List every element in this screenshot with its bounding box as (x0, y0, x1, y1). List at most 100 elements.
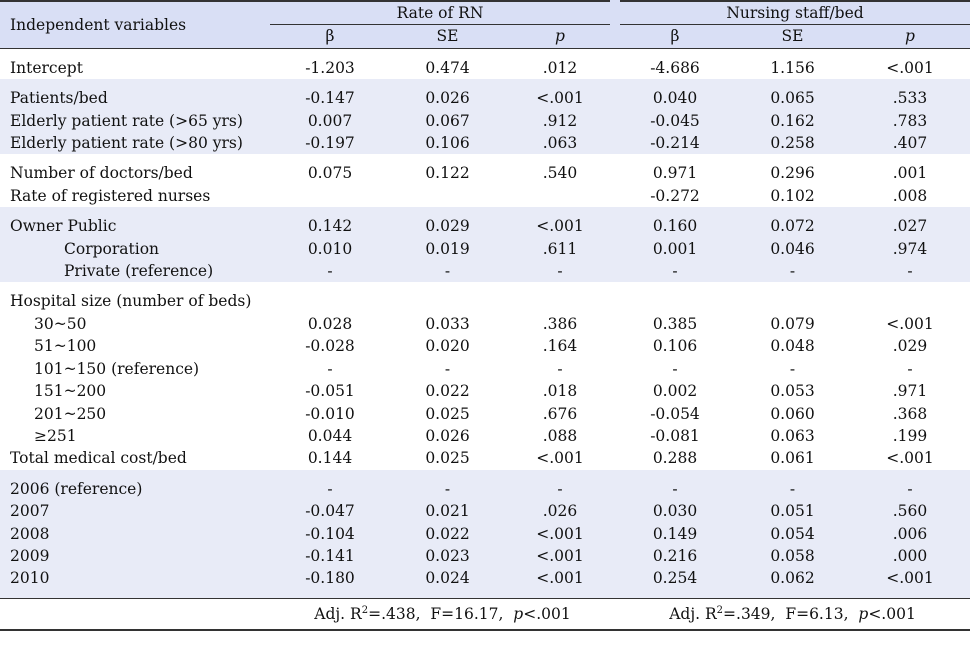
ns-beta-cell: 0.106 (652, 337, 698, 356)
table-row: 201~250 -0.010 0.025 .676 -0.054 0.060 .368 (0, 403, 970, 425)
group-spacer (0, 79, 970, 88)
rn-p-cell: <.001 (536, 546, 584, 565)
rn-se-cell: - (444, 359, 451, 378)
row-label: Elderly patient rate (>65 yrs) (10, 111, 243, 130)
table-row: Owner Public 0.142 0.029 <.001 0.160 0.072 .02… (0, 215, 970, 238)
ns-beta-cell: 0.385 (652, 314, 698, 333)
ns-beta-cell: - (672, 479, 678, 498)
table-row: Total medical cost/bed 0.144 0.025 <.001 0.2… (0, 447, 970, 469)
table-row: 51~100 -0.028 0.020 .164 0.106 0.048 .029 (0, 335, 970, 357)
rn-p-cell: .018 (542, 382, 578, 401)
ns-se-cell: - (789, 479, 796, 498)
row-label: Patients/bed (10, 89, 108, 108)
rn-p-cell: <.001 (536, 89, 584, 108)
ns-beta-cell: 0.216 (652, 546, 698, 565)
rn-p-header: p (505, 24, 615, 49)
ns-se-cell: 0.102 (770, 186, 815, 205)
rn-se-cell: 0.022 (425, 524, 470, 543)
rn-se-cell (390, 290, 505, 312)
ns-p-cell: .000 (892, 546, 928, 565)
row-label: 30~50 (34, 314, 87, 333)
rn-se-cell: 0.025 (425, 449, 470, 468)
ns-se-cell (735, 290, 850, 312)
row-label: Number of doctors/bed (10, 164, 193, 183)
table-row: Intercept -1.203 0.474 .012 -4.686 1.156 <.001 (0, 57, 970, 79)
rn-p-cell: .611 (542, 239, 578, 258)
rn-beta-cell: -0.104 (305, 524, 355, 543)
ns-beta-cell: 0.160 (652, 217, 698, 236)
ns-beta-cell: 0.288 (652, 449, 698, 468)
rn-se-cell: 0.020 (425, 337, 470, 356)
ns-p-cell: .971 (892, 382, 928, 401)
table-row: ≥251 0.044 0.026 .088 -0.081 0.063 .199 (0, 425, 970, 447)
rn-se-cell (390, 185, 505, 207)
regression-table: Independent variables Rate of RN Nursing… (0, 0, 970, 631)
ns-beta-cell: 0.040 (652, 89, 698, 108)
ns-se-cell: 0.061 (770, 449, 815, 468)
table-row: Rate of registered nurses -0.272 0.102 .008 (0, 185, 970, 207)
row-label: ≥251 (34, 426, 77, 445)
rn-se-cell: - (444, 479, 451, 498)
rn-se-cell: 0.021 (425, 502, 470, 521)
rn-p-cell: <.001 (536, 524, 584, 543)
ns-se-cell: 0.054 (770, 524, 815, 543)
model-fit-row: Adj. R2=.438, F=16.17, p<.001 Adj. R2=.3… (0, 598, 970, 631)
rn-beta-cell: -0.028 (305, 337, 355, 356)
rn-se-cell: 0.023 (425, 546, 470, 565)
ns-p-cell: - (907, 479, 913, 498)
rn-p-cell: - (557, 359, 563, 378)
ns-se-header: SE (735, 24, 850, 49)
ns-se-cell: 0.065 (770, 89, 815, 108)
row-label: Private (reference) (64, 262, 214, 281)
table-row: 30~50 0.028 0.033 .386 0.385 0.079 <.001 (0, 313, 970, 335)
rn-p-cell: .012 (542, 58, 578, 77)
rn-beta-cell: -0.047 (305, 502, 355, 521)
ns-beta-cell (615, 290, 735, 312)
ns-se-cell: 0.079 (770, 314, 815, 333)
rn-se-cell: 0.026 (425, 426, 470, 445)
ns-p-cell: .199 (892, 426, 928, 445)
independent-variables-header: Independent variables (0, 0, 270, 49)
ns-p-cell: <.001 (886, 58, 934, 77)
ns-se-cell: 0.051 (770, 502, 815, 521)
rn-p-cell: .540 (542, 164, 578, 183)
ns-beta-cell: 0.971 (652, 164, 698, 183)
rn-p-cell: .912 (542, 111, 578, 130)
table-row: Elderly patient rate (>80 yrs) -0.197 0.10… (0, 132, 970, 155)
rn-beta-cell: -0.147 (305, 89, 355, 108)
table-row: 2006 (reference) - - - - - - (0, 477, 970, 501)
model-fit-label (0, 598, 270, 631)
rn-se-cell: 0.474 (425, 58, 470, 77)
ns-p-cell: .974 (892, 239, 928, 258)
rn-beta-cell: - (327, 359, 333, 378)
group-spacer (0, 207, 970, 216)
table-row: Patients/bed -0.147 0.026 <.001 0.040 0.065 .5… (0, 87, 970, 110)
rn-beta-cell: -0.180 (305, 569, 355, 588)
rn-p-cell: .386 (542, 314, 578, 333)
table-row: 101~150 (reference) - - - - - - (0, 358, 970, 380)
group-spacer (0, 469, 970, 478)
row-label: Rate of registered nurses (10, 186, 211, 205)
rn-beta-cell: -0.010 (305, 404, 355, 423)
table-row: 2008 -0.104 0.022 <.001 0.149 0.054 .006 (0, 522, 970, 545)
rn-p-cell: .026 (542, 502, 578, 521)
rn-se-header: SE (390, 24, 505, 49)
rn-p-cell: .164 (542, 337, 578, 356)
row-label: 2006 (reference) (10, 479, 143, 498)
row-label: 51~100 (34, 337, 97, 356)
row-label: Intercept (10, 58, 83, 77)
row-label: Hospital size (number of beds) (10, 292, 252, 311)
ns-p-cell: - (907, 262, 913, 281)
ns-beta-cell: -4.686 (650, 58, 700, 77)
rn-beta-cell: 0.028 (307, 314, 353, 333)
rn-se-cell: 0.029 (425, 217, 470, 236)
ns-p-cell: - (907, 359, 913, 378)
rn-se-cell: 0.019 (425, 239, 470, 258)
ns-model-fit: Adj. R2=.349, F=6.13, p<.001 (615, 598, 970, 631)
rn-se-cell: 0.122 (425, 164, 470, 183)
ns-se-cell: 0.062 (770, 569, 815, 588)
ns-se-cell: 0.063 (770, 426, 815, 445)
rn-beta-cell: 0.007 (307, 111, 353, 130)
rn-p-cell: .063 (542, 134, 578, 153)
ns-se-cell: 0.060 (770, 404, 815, 423)
